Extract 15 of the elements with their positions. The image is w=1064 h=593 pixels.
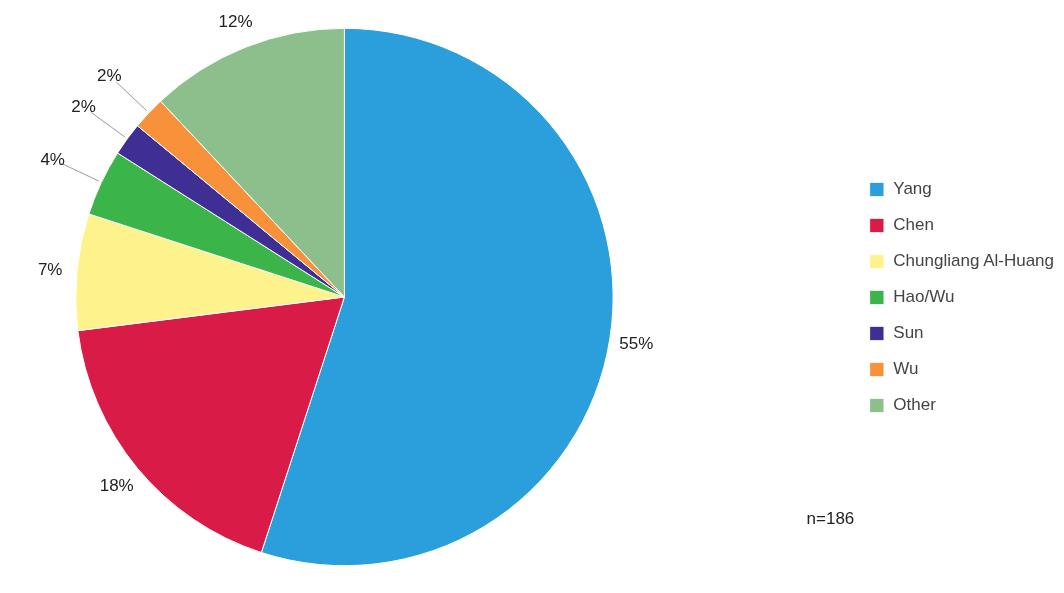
legend-label: Hao/Wu bbox=[893, 286, 955, 307]
legend-label: Sun bbox=[893, 322, 924, 343]
legend-label: Other bbox=[893, 394, 936, 415]
legend-label: Chen bbox=[893, 214, 934, 235]
data-label: 4% bbox=[40, 149, 65, 169]
data-label: 55% bbox=[619, 333, 654, 353]
data-label: 2% bbox=[97, 66, 122, 86]
legend-label: Chungliang Al-Huang bbox=[893, 250, 1054, 271]
legend-label: Yang bbox=[893, 178, 932, 199]
data-label: 7% bbox=[37, 259, 63, 279]
data-label: 12% bbox=[218, 11, 253, 31]
data-label: 18% bbox=[99, 476, 134, 496]
legend-label: Wu bbox=[893, 358, 919, 379]
data-label: 2% bbox=[71, 97, 96, 117]
text: n=186 bbox=[806, 508, 855, 528]
